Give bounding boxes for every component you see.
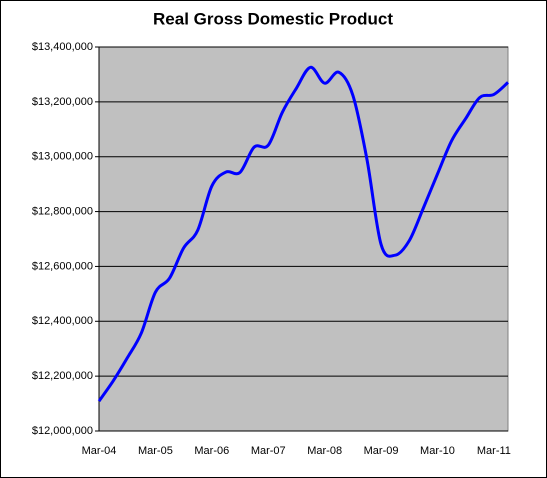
y-tick-label: $12,200,000 bbox=[32, 370, 93, 382]
y-tick-label: $13,400,000 bbox=[32, 41, 93, 53]
y-tick-label: $12,400,000 bbox=[32, 315, 93, 327]
x-tick-label: Mar-04 bbox=[82, 445, 117, 457]
x-tick-label: Mar-11 bbox=[477, 445, 511, 457]
x-tick-label: Mar-10 bbox=[420, 445, 455, 457]
x-tick-label: Mar-09 bbox=[364, 445, 399, 457]
x-tick-label: Mar-05 bbox=[138, 445, 173, 457]
y-tick-label: $13,200,000 bbox=[32, 96, 93, 108]
y-tick-label: $12,800,000 bbox=[32, 205, 93, 217]
chart-title: Real Gross Domestic Product bbox=[153, 9, 393, 28]
y-tick-label: $12,000,000 bbox=[32, 425, 93, 437]
x-tick-label: Mar-06 bbox=[194, 445, 229, 457]
y-tick-label: $12,600,000 bbox=[32, 260, 93, 272]
plot-area bbox=[98, 46, 509, 432]
x-tick-label: Mar-08 bbox=[307, 445, 342, 457]
data-line bbox=[97, 65, 510, 402]
y-tick-label: $13,000,000 bbox=[32, 151, 93, 163]
x-tick-label: Mar-07 bbox=[251, 445, 286, 457]
